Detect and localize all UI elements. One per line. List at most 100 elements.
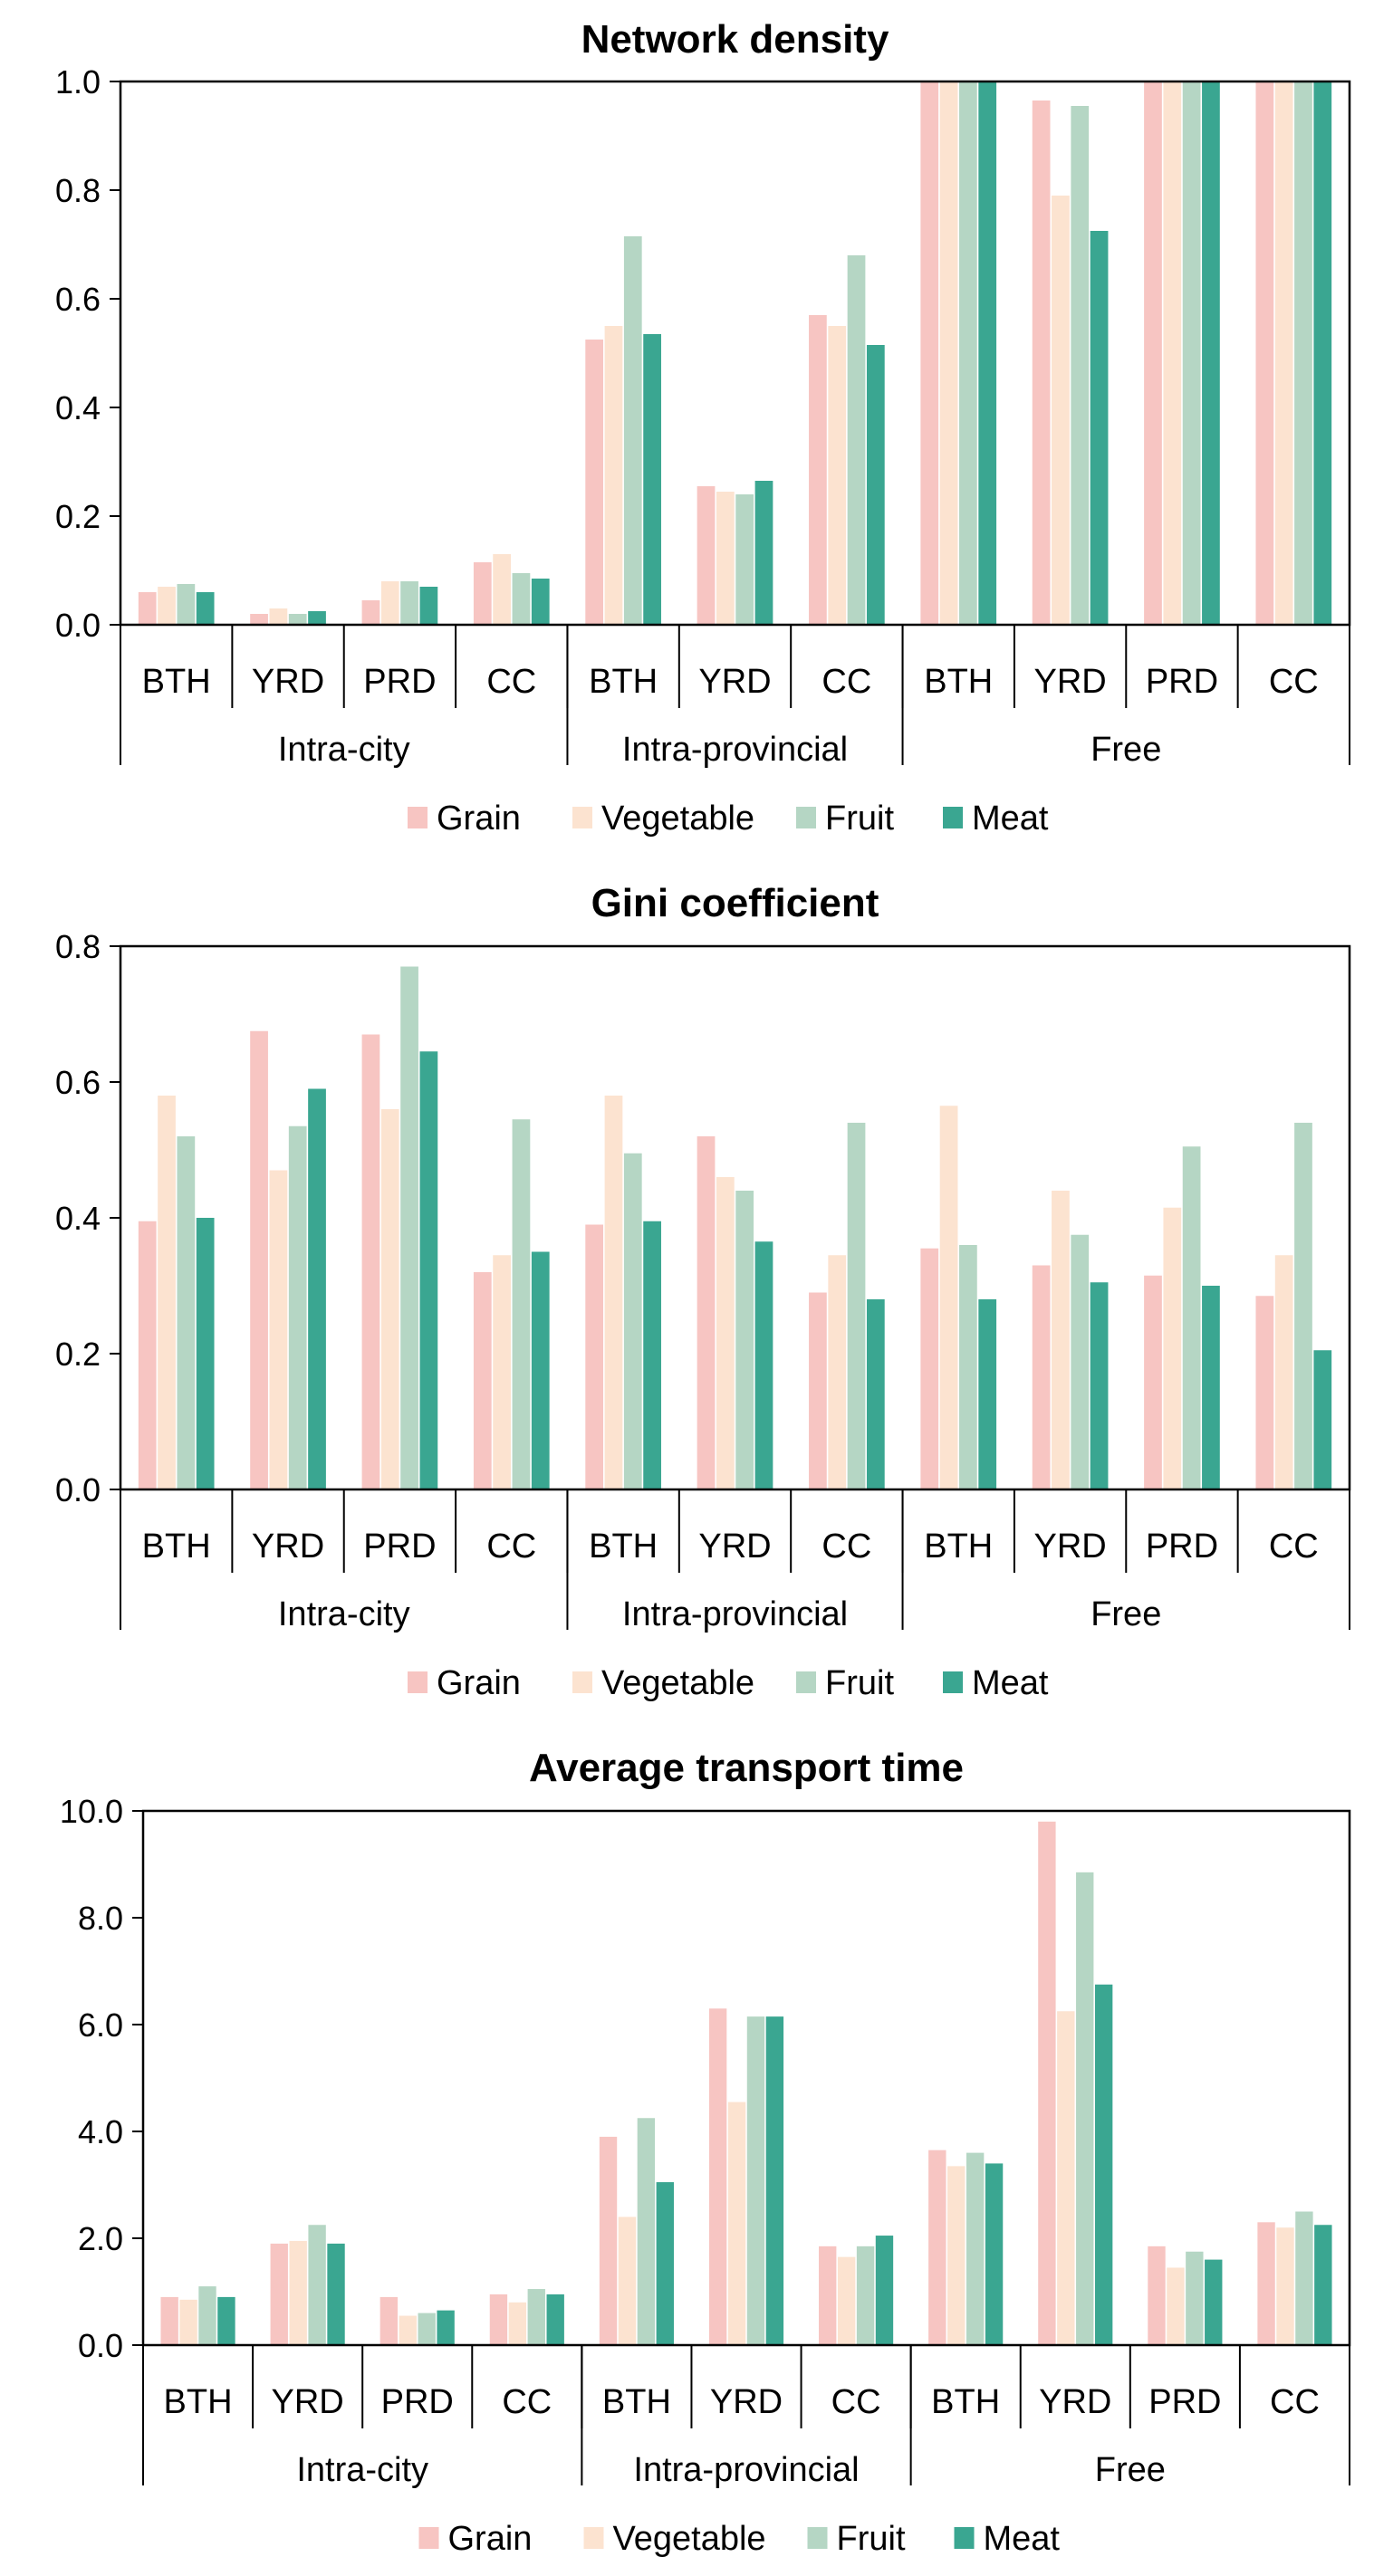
bar-grain <box>1032 1265 1051 1489</box>
chart-panel-2: Gini coefficient 0.0 0.2 0.4 0.6 0.8 BTH YRD PRD… <box>55 881 1351 1702</box>
bar-meat <box>437 2310 455 2345</box>
y-tick-label: 0.0 <box>78 2327 123 2364</box>
category-label: BTH <box>142 663 211 701</box>
bar-meat <box>1205 2259 1223 2345</box>
bar-fruit <box>746 2016 765 2345</box>
bar-fruit <box>512 1119 531 1489</box>
bar-meat <box>1090 231 1109 625</box>
bar-fruit <box>637 2118 656 2345</box>
y-tick-label: 10.0 <box>60 1793 123 1830</box>
chart-panel-3: Average transport time 0.0 2.0 4.0 6.0 8.0 10.… <box>60 1746 1351 2558</box>
group-label: Intra-provincial <box>622 731 848 769</box>
bar-grain <box>708 2008 727 2345</box>
bar-fruit <box>847 255 866 625</box>
y-tick-label: 6.0 <box>78 2006 123 2044</box>
legend-swatch-fruit <box>796 807 816 828</box>
bar-grain <box>270 2243 288 2345</box>
bar-grain <box>1148 2246 1166 2345</box>
bar-grain <box>1038 1821 1056 2345</box>
legend-swatch-meat <box>943 1671 963 1693</box>
bar-grain <box>697 486 716 625</box>
legend-label-grain: Grain <box>437 1664 521 1702</box>
group-label: Intra-provincial <box>622 1595 848 1633</box>
bar-fruit <box>959 81 977 625</box>
chart-title: Average transport time <box>529 1746 964 1790</box>
chart-title: Gini coefficient <box>591 881 879 925</box>
legend-swatch-grain <box>418 2527 439 2549</box>
bar-vegetable <box>380 1109 399 1489</box>
y-tick-label: 0.4 <box>55 389 101 426</box>
bar-vegetable <box>158 587 176 625</box>
group-label: Free <box>1091 731 1161 769</box>
bar-meat <box>1202 81 1220 625</box>
bar-fruit <box>959 1245 977 1489</box>
y-tick-label: 0.0 <box>55 607 101 644</box>
bar-vegetable <box>939 81 958 625</box>
bar-vegetable <box>727 2102 746 2345</box>
group-label: Free <box>1095 2451 1166 2489</box>
category-label: PRD <box>1146 663 1218 701</box>
bar-vegetable <box>618 2217 637 2345</box>
category-label: CC <box>502 2383 552 2421</box>
category-label: BTH <box>924 663 993 701</box>
group-label: Free <box>1091 1595 1161 1633</box>
bar-fruit <box>400 581 418 625</box>
y-tick-label: 0.8 <box>55 928 101 965</box>
bar-vegetable <box>179 2299 197 2345</box>
bar-fruit <box>1294 81 1312 625</box>
bar-meat <box>217 2296 235 2345</box>
y-tick-label: 0.2 <box>55 498 101 535</box>
bar-vegetable <box>828 1255 847 1489</box>
category-label: PRD <box>363 1527 436 1566</box>
bar-meat <box>866 1299 885 1489</box>
bar-vegetable <box>1276 2227 1294 2345</box>
bar-grain <box>1255 1296 1274 1489</box>
y-tick-label: 0.6 <box>55 1064 101 1101</box>
bar-fruit <box>1071 1234 1090 1489</box>
category-label: BTH <box>602 2383 671 2421</box>
bar-grain <box>1257 2222 1275 2345</box>
bar-fruit <box>288 1125 307 1489</box>
legend: Grain Vegetable Fruit Meat <box>408 800 1049 838</box>
group-label: Intra-city <box>296 2451 428 2489</box>
bar-grain <box>585 340 604 625</box>
bar-grain <box>1144 1275 1162 1489</box>
legend-swatch-meat <box>954 2527 975 2549</box>
bar-grain <box>599 2136 618 2345</box>
y-tick-label: 4.0 <box>78 2113 123 2150</box>
category-label: CC <box>486 1527 536 1566</box>
category-label: YRD <box>710 2383 783 2421</box>
bar-fruit <box>735 494 754 625</box>
bar-meat <box>978 1299 997 1489</box>
bar-vegetable <box>508 2302 527 2345</box>
bar-grain <box>697 1136 716 1489</box>
bar-fruit <box>1295 2211 1313 2345</box>
legend-label-grain: Grain <box>437 800 521 838</box>
category-label: PRD <box>1148 2383 1221 2421</box>
bar-grain <box>928 2150 946 2345</box>
category-label: BTH <box>164 2383 233 2421</box>
group-label: Intra-city <box>278 731 410 769</box>
bar-grain <box>809 1292 827 1489</box>
legend-label-meat: Meat <box>984 2520 1061 2558</box>
category-label: YRD <box>252 663 324 701</box>
bar-grain <box>138 592 157 625</box>
bar-fruit <box>527 2289 545 2345</box>
legend-label-vegetable: Vegetable <box>601 800 754 838</box>
bar-grain <box>1032 101 1051 625</box>
bar-vegetable <box>1163 1207 1182 1489</box>
category-label: CC <box>1270 2383 1320 2421</box>
bar-meat <box>875 2236 894 2345</box>
category-label: CC <box>831 2383 881 2421</box>
bar-grain <box>819 2246 837 2345</box>
legend-label-meat: Meat <box>972 800 1049 838</box>
bar-vegetable <box>493 1255 511 1489</box>
bar-fruit <box>1071 106 1090 625</box>
legend-swatch-vegetable <box>583 2527 604 2549</box>
plot-frame <box>119 80 1351 627</box>
legend-label-grain: Grain <box>448 2520 533 2558</box>
legend-swatch-vegetable <box>572 1671 592 1693</box>
category-label: YRD <box>252 1527 324 1566</box>
category-label: CC <box>486 663 536 701</box>
